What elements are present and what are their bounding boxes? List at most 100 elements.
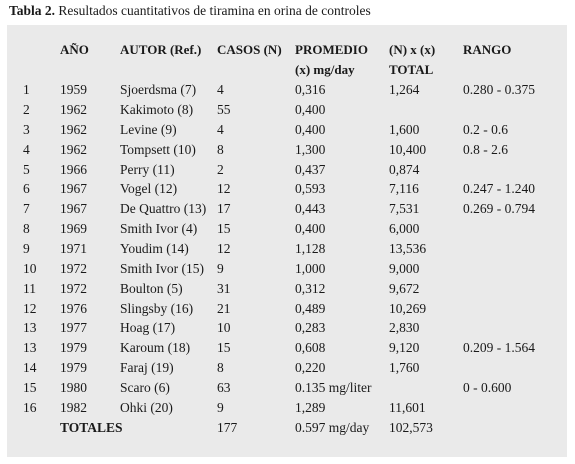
- cell-n: 7: [23, 201, 30, 217]
- cell-cases: 4: [217, 82, 224, 97]
- cell-mean: 0,608: [295, 340, 326, 356]
- cell-mean: 1,000: [295, 260, 326, 276]
- caption-label: Tabla 2.: [9, 3, 56, 18]
- cell-mean: 0,316: [295, 82, 326, 97]
- cell-n: 13: [23, 320, 37, 336]
- cell-mean: 0,593: [295, 181, 326, 197]
- cell-year: 1972: [60, 280, 87, 296]
- cell-year: 1980: [60, 380, 87, 396]
- cell-n: 4: [23, 141, 30, 157]
- cell-total: 1,264: [389, 82, 420, 97]
- cell-range: 0.2 - 0.6: [463, 121, 508, 137]
- cell-cases: 4: [217, 121, 224, 137]
- cell-n: 13: [23, 340, 37, 356]
- cell-cases: 63: [217, 380, 231, 396]
- cell-year: 1969: [60, 221, 87, 237]
- cell-mean: 1,289: [295, 399, 326, 415]
- cell-mean: 1,300: [295, 141, 326, 157]
- cell-total: 1,600: [389, 121, 420, 137]
- cell-total: 10,269: [389, 300, 427, 316]
- cell-author: Kakimoto (8): [120, 101, 194, 117]
- cell-author: Faraj (19): [120, 360, 174, 376]
- cell-author: Youdim (14): [120, 241, 189, 256]
- cell-year: 1982: [60, 399, 87, 415]
- cell-cases: 12: [217, 181, 231, 197]
- cell-cases: 10: [217, 320, 231, 336]
- cell-total: 0,874: [389, 161, 420, 177]
- cell-cases: 17: [217, 201, 231, 217]
- cell-mean: 0,400: [295, 101, 326, 117]
- cell-author: Hoag (17): [120, 320, 176, 336]
- cell-author: Perry (11): [120, 161, 175, 177]
- cell-cases: 8: [217, 141, 224, 157]
- cell-author: Smith Ivor (4): [120, 221, 198, 237]
- cell-cases: 31: [217, 280, 231, 296]
- cell-mean: 0,283: [295, 320, 326, 336]
- cell-cases: 55: [217, 101, 231, 117]
- cell-year: 1979: [60, 360, 87, 376]
- cell-cases: 2: [217, 161, 224, 177]
- cell-author: Slingsby (16): [120, 300, 194, 316]
- totals-label: TOTALES: [60, 419, 123, 435]
- cell-year: 1959: [60, 82, 87, 97]
- cell-author: Boulton (5): [120, 280, 183, 296]
- cell-total: 9,672: [389, 280, 420, 296]
- header-total-line2: TOTAL: [389, 62, 434, 77]
- cell-cases: 12: [217, 241, 231, 256]
- cell-mean: 0,220: [295, 360, 326, 376]
- header-mean-line2: (x) mg/day: [295, 62, 355, 77]
- cell-range: 0.269 - 0.794: [463, 201, 535, 217]
- header-cases: CASOS (N): [217, 42, 282, 57]
- cell-total: 7,531: [389, 201, 420, 217]
- cell-cases: 9: [217, 399, 224, 415]
- header-total-line1: (N) x (x): [389, 42, 436, 57]
- cell-cases: 21: [217, 300, 231, 316]
- cell-year: 1979: [60, 340, 87, 356]
- cell-n: 14: [23, 360, 37, 376]
- cell-cases: 15: [217, 340, 231, 356]
- cell-mean: 0,400: [295, 221, 326, 237]
- cell-cases: 15: [217, 221, 231, 237]
- cell-cases: 9: [217, 260, 224, 276]
- cell-total: 9,000: [389, 260, 420, 276]
- cell-mean: 0,443: [295, 201, 326, 217]
- cell-n: 16: [23, 399, 37, 415]
- cell-mean: 0,437: [295, 161, 326, 177]
- cell-author: Levine (9): [120, 121, 177, 137]
- cell-year: 1962: [60, 101, 87, 117]
- cell-author: Tompsett (10): [120, 141, 196, 157]
- cell-mean: 0.135 mg/liter: [295, 380, 372, 396]
- cell-n: 10: [23, 260, 37, 276]
- cell-total: 7,116: [389, 181, 419, 197]
- cell-author: Karoum (18): [120, 340, 191, 356]
- cell-n: 12: [23, 300, 37, 316]
- cell-year: 1971: [60, 241, 87, 256]
- cell-year: 1977: [60, 320, 87, 336]
- cell-n: 5: [23, 161, 30, 177]
- caption-text: Resultados cuantitativos de tiramina en …: [58, 3, 371, 18]
- cell-range: 0.247 - 1.240: [463, 181, 535, 197]
- cell-total: 6,000: [389, 221, 420, 237]
- cell-n: 1: [23, 82, 30, 97]
- cell-mean: 0,312: [295, 280, 326, 296]
- cell-year: 1962: [60, 141, 87, 157]
- cell-range: 0.280 - 0.375: [463, 82, 535, 97]
- cell-author: Ohki (20): [120, 399, 173, 415]
- cell-mean: 0,489: [295, 300, 326, 316]
- cell-n: 9: [23, 241, 30, 256]
- cell-total: 11,601: [389, 399, 426, 415]
- cell-author: De Quattro (13): [120, 201, 207, 217]
- cell-n: 3: [23, 121, 30, 137]
- cell-total: 10,400: [389, 141, 427, 157]
- cell-n: 11: [23, 280, 36, 296]
- cell-year: 1976: [60, 300, 87, 316]
- cell-author: Scaro (6): [120, 380, 170, 396]
- totals-cases: 177: [217, 419, 238, 435]
- header-year: AÑO: [60, 42, 89, 57]
- cell-range: 0.8 - 2.6: [463, 141, 508, 157]
- cell-n: 15: [23, 380, 37, 396]
- cell-year: 1962: [60, 121, 87, 137]
- cell-author: Vogel (12): [120, 181, 178, 197]
- totals-total: 102,573: [389, 419, 433, 435]
- cell-n: 6: [23, 181, 30, 197]
